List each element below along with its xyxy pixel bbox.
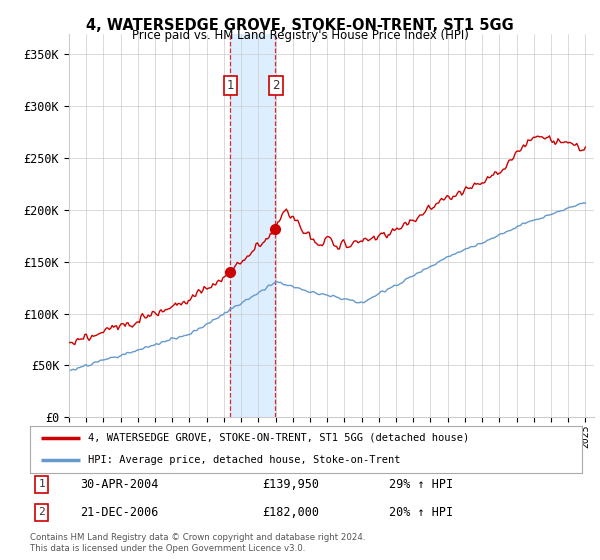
Text: 21-DEC-2006: 21-DEC-2006	[80, 506, 158, 519]
Text: £139,950: £139,950	[262, 478, 319, 491]
Text: 4, WATERSEDGE GROVE, STOKE-ON-TRENT, ST1 5GG: 4, WATERSEDGE GROVE, STOKE-ON-TRENT, ST1…	[86, 18, 514, 33]
Text: Contains HM Land Registry data © Crown copyright and database right 2024.
This d: Contains HM Land Registry data © Crown c…	[30, 533, 365, 553]
Text: 2: 2	[38, 507, 45, 517]
Text: 29% ↑ HPI: 29% ↑ HPI	[389, 478, 453, 491]
Text: 30-APR-2004: 30-APR-2004	[80, 478, 158, 491]
Text: £182,000: £182,000	[262, 506, 319, 519]
Text: 1: 1	[227, 79, 234, 92]
Text: HPI: Average price, detached house, Stoke-on-Trent: HPI: Average price, detached house, Stok…	[88, 455, 400, 465]
Text: 4, WATERSEDGE GROVE, STOKE-ON-TRENT, ST1 5GG (detached house): 4, WATERSEDGE GROVE, STOKE-ON-TRENT, ST1…	[88, 433, 469, 443]
Text: 2: 2	[272, 79, 280, 92]
Text: Price paid vs. HM Land Registry's House Price Index (HPI): Price paid vs. HM Land Registry's House …	[131, 29, 469, 42]
Bar	[230, 34, 275, 417]
Text: 20% ↑ HPI: 20% ↑ HPI	[389, 506, 453, 519]
Text: 1: 1	[38, 479, 45, 489]
